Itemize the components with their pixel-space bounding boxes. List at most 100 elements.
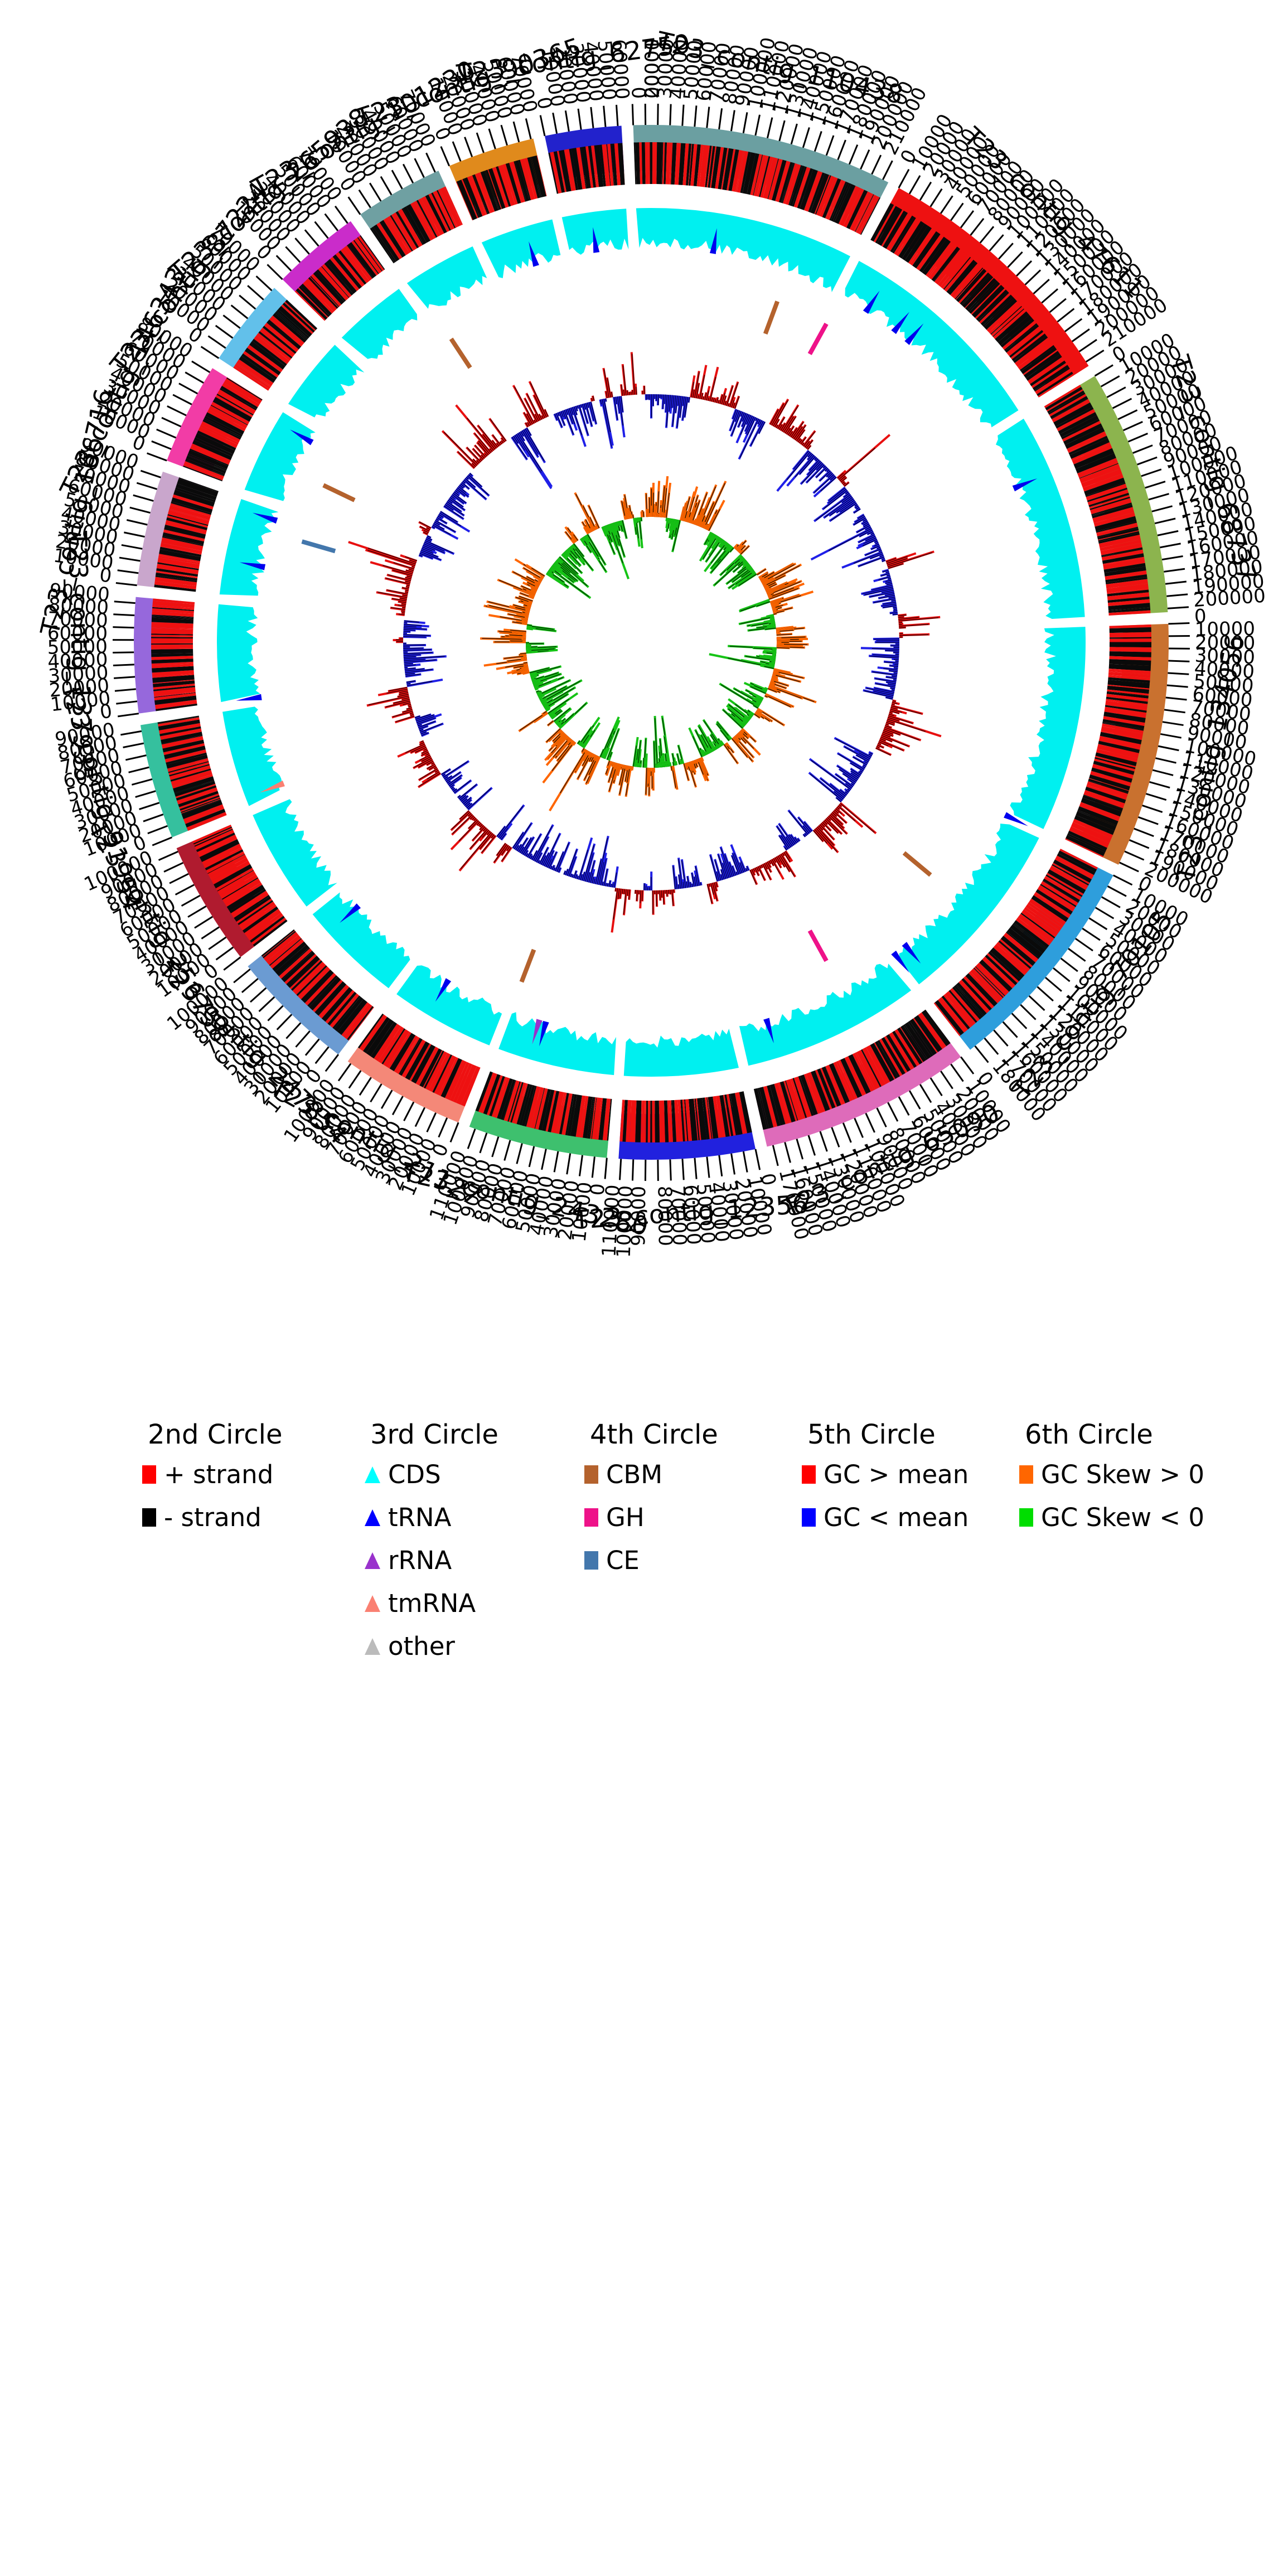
strand-stripe (781, 162, 795, 204)
gc-content-bar-edge (878, 576, 891, 581)
gc-content-bar-edge (728, 403, 730, 407)
tick-label: 0 (98, 564, 113, 587)
gc-content-bar-edge (433, 767, 437, 769)
strand-stripe (821, 1066, 841, 1107)
legend-column-title: 3rd Circle (370, 1419, 498, 1450)
strand-stripe (956, 268, 987, 302)
strand-stripe (1014, 920, 1049, 948)
strand-stripe (1046, 389, 1084, 412)
tick-mark (178, 382, 198, 395)
strand-stripe (207, 854, 247, 878)
strand-stripe (1076, 811, 1116, 831)
gc-content-bar-edge (709, 376, 716, 401)
gc-content-bar-edge (696, 383, 700, 399)
gc-content-bar-edge (838, 447, 876, 480)
gc-content-bar-edge (470, 828, 488, 849)
strand-stripe (1045, 875, 1082, 898)
strand-stripe (908, 228, 934, 264)
strand-stripe (955, 267, 984, 300)
strand-stripe (192, 439, 233, 461)
gc-content-bar-edge (672, 866, 676, 889)
strand-stripe (242, 906, 279, 933)
strand-stripe (159, 546, 202, 558)
strand-stripe (854, 193, 874, 232)
strand-stripe (354, 238, 382, 274)
strand-stripe (156, 570, 198, 578)
strand-stripe (330, 256, 360, 292)
gc-content-bar-edge (501, 845, 509, 855)
tick-mark (730, 1153, 735, 1175)
strand-stripe (184, 461, 224, 479)
strand-stripe (1058, 412, 1097, 434)
tick-mark (285, 1022, 302, 1039)
strand-stripe (489, 1076, 505, 1117)
strand-stripe (535, 1088, 548, 1130)
tick-mark (591, 1156, 595, 1178)
gc-content-bar-edge (829, 487, 846, 501)
strand-stripe (992, 308, 1024, 337)
strand-stripe (151, 633, 193, 636)
gc-content-bar-edge (461, 795, 468, 802)
strand-stripe (788, 165, 802, 206)
strand-stripe (551, 1091, 564, 1134)
strand-stripe (1020, 912, 1055, 939)
gc-content-bar-edge (726, 386, 734, 406)
strand-stripe (480, 172, 495, 212)
gc-content-bar-edge (784, 846, 787, 851)
gc-content-bar-edge (830, 784, 846, 797)
gc-content-bar-edge (830, 502, 857, 521)
tick-mark (1112, 874, 1133, 886)
strand-stripe (155, 575, 197, 583)
tick-mark (807, 1135, 816, 1156)
strand-stripe (275, 944, 309, 976)
gc-content-bar-edge (863, 522, 869, 526)
strand-stripe (1024, 907, 1060, 934)
gc-content-bar-edge (410, 714, 414, 716)
tick-mark (129, 506, 151, 514)
gc-content-bar-edge (840, 790, 847, 796)
gc-content-bar-edge (883, 602, 897, 605)
gc-content-bar-edge (824, 819, 838, 834)
gc-content-bar-edge (858, 534, 875, 543)
strand-stripe (674, 1100, 680, 1142)
gc-content-bar-edge (458, 820, 479, 841)
gc-content-bar-edge (460, 483, 465, 488)
gc-content-bar-edge (856, 754, 869, 763)
cds-band (995, 418, 1085, 619)
gc-content-bar-edge (403, 656, 445, 660)
gc-content-bar-edge (865, 536, 876, 541)
gc-content-bar-edge (823, 820, 827, 825)
gc-content-bar-edge (382, 565, 413, 575)
gc-content-bar-edge (887, 552, 933, 568)
gc-content-bar-edge (719, 394, 723, 404)
gc-content-bar-edge (454, 490, 459, 493)
tick-mark (131, 778, 153, 786)
gc-content-bar-edge (623, 889, 627, 914)
strand-stripe (726, 1094, 736, 1136)
gc-content-bar-edge (676, 396, 681, 428)
gc-content-bar-edge (540, 855, 546, 865)
strand-stripe (913, 1018, 938, 1053)
strand-stripe (378, 1026, 404, 1064)
gc-content-bar-edge (745, 416, 754, 434)
gc-content-bar-edge (832, 810, 846, 824)
tick-label: 70000 (47, 608, 108, 632)
strand-stripe (381, 1028, 406, 1064)
strand-stripe (1096, 524, 1138, 537)
gc-content-bar-edge (856, 525, 870, 533)
strand-stripe (151, 637, 193, 639)
gc-content-bar-edge (420, 731, 427, 734)
tick-mark (414, 1107, 426, 1127)
strand-stripe (374, 1023, 401, 1062)
strand-stripe (158, 555, 200, 565)
gc-content-bar-edge (409, 559, 417, 563)
strand-stripe (1067, 431, 1107, 452)
strand-stripe (814, 175, 830, 215)
strand-stripe (757, 1087, 769, 1129)
strand-stripe (173, 776, 215, 793)
strand-stripe (168, 762, 210, 776)
tick-mark (908, 175, 921, 195)
gc-content-bar-edge (449, 497, 463, 507)
tick-mark (128, 766, 149, 773)
